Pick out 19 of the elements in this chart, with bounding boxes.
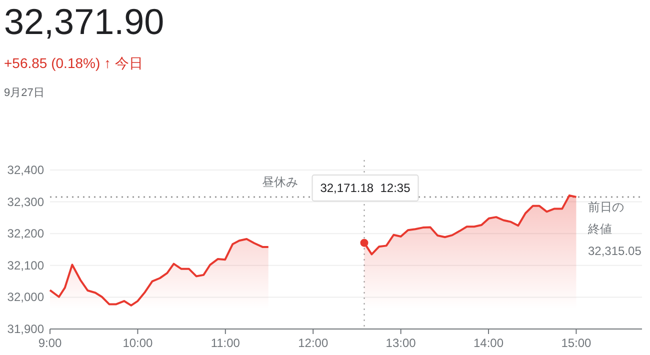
x-tick-label: 12:00	[298, 336, 328, 350]
x-tick-label: 9:00	[38, 336, 62, 350]
annotation: 昼休み	[262, 175, 298, 189]
y-tick-label: 32,400	[7, 163, 44, 177]
y-tick-label: 32,200	[7, 226, 44, 241]
y-tick-label: 31,900	[7, 322, 44, 336]
text: 9月27日	[4, 87, 44, 99]
y-tick-label: 32,300	[7, 194, 44, 209]
x-tick-label: 15:00	[561, 336, 592, 350]
x-tick-label: 10:00	[122, 336, 154, 350]
x-tick-label: 14:00	[474, 336, 504, 350]
x-tick-label: 11:00	[210, 336, 240, 350]
y-tick-label: 32,100	[7, 258, 44, 272]
annotation: 32,171.18 12:35	[320, 181, 411, 195]
x-tick-label: 13:00	[386, 336, 416, 350]
y-tick-label: 32,000	[7, 290, 44, 304]
chart-title: 32,371.90	[4, 1, 164, 42]
ref-line-label: 前日の終値 32,315.05	[587, 200, 642, 258]
chart-subtitle: +56.85 (0.18%) ↑ 今日	[4, 55, 143, 71]
